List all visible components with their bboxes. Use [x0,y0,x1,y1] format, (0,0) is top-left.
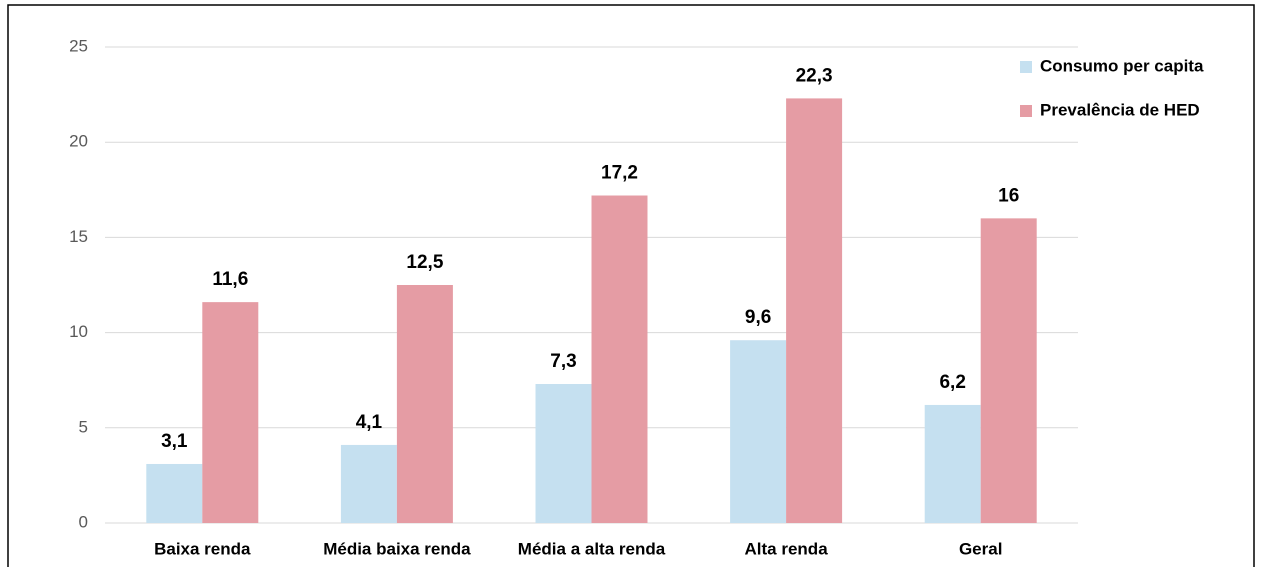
bar [730,340,787,523]
data-label: 17,2 [601,163,638,184]
legend-swatch [1020,61,1032,73]
legend-label: Consumo per capita [1040,56,1204,75]
data-label: 22,3 [796,65,833,86]
bar [146,463,203,523]
bar [591,195,648,523]
bar [786,98,843,524]
y-tick-label: 10 [69,322,88,341]
bar [924,404,981,523]
x-tick-label: Alta renda [745,539,829,558]
data-label: 11,6 [212,269,248,290]
bar [340,444,397,523]
x-tick-label: Média a alta renda [518,539,666,558]
data-label: 6,2 [939,372,965,393]
data-label: 9,6 [745,307,771,328]
x-tick-label: Média baixa renda [323,539,471,558]
data-label: 7,3 [550,351,576,372]
data-label: 12,5 [406,252,443,273]
legend-swatch [1020,105,1032,117]
y-tick-label: 15 [69,227,88,246]
bar [535,384,592,523]
bar [202,302,259,523]
data-label: 4,1 [356,412,383,433]
y-tick-label: 0 [79,512,88,531]
y-tick-label: 5 [79,417,88,436]
x-tick-label: Baixa renda [154,539,251,558]
data-label: 16 [998,185,1019,206]
bar [980,218,1037,524]
legend-label: Prevalência de HED [1040,100,1200,119]
chart-border [7,4,1255,567]
x-tick-label: Geral [959,539,1002,558]
bar [396,285,453,523]
data-label: 3,1 [161,431,188,452]
y-tick-label: 25 [69,36,88,55]
y-tick-label: 20 [69,132,88,151]
